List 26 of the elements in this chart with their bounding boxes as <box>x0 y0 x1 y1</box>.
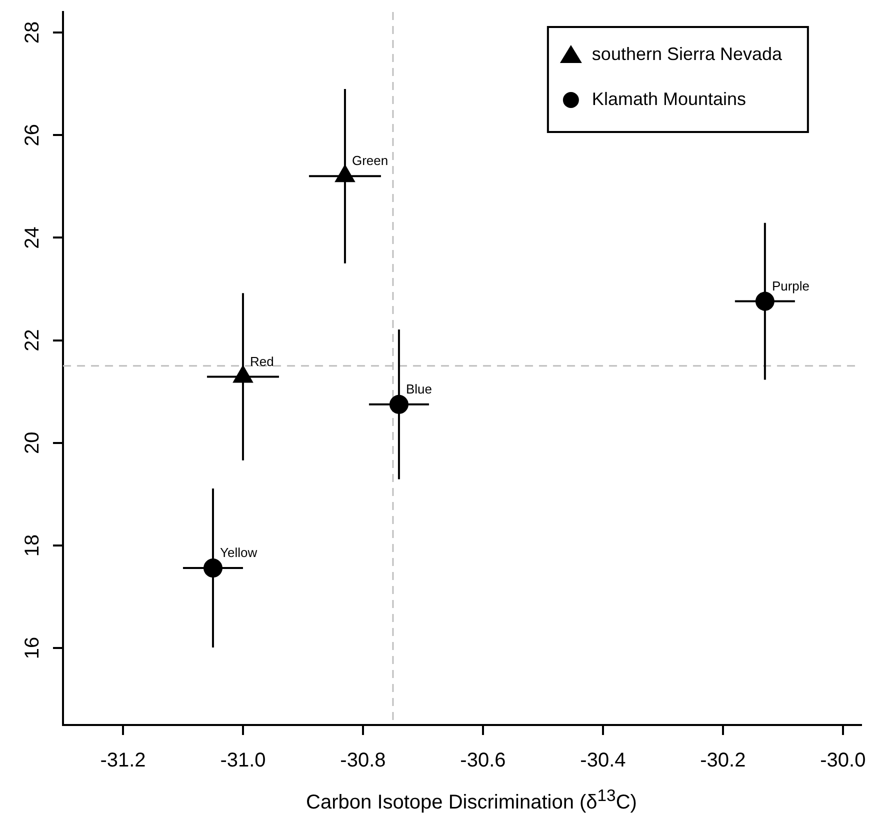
point <box>755 292 774 311</box>
x-tick-label: -30.8 <box>340 750 386 772</box>
x-tick-label: -30.0 <box>820 750 866 772</box>
y-tick-label: 16 <box>22 636 44 660</box>
x-tick-label: -30.6 <box>460 750 506 772</box>
y-tick-label: 22 <box>22 329 44 352</box>
legend-label: Klamath Mountains <box>592 88 746 109</box>
point <box>203 558 222 578</box>
annotation: Purple <box>772 278 810 294</box>
point <box>334 164 356 182</box>
annotation: Green <box>352 153 388 168</box>
annotation: Blue <box>406 381 432 396</box>
point <box>389 394 408 414</box>
y-tick-label: 20 <box>22 432 44 454</box>
x-tick-label: -31.2 <box>100 750 146 772</box>
x-tick-label: -30.2 <box>700 750 746 772</box>
x-axis-title: Carbon Isotope Discrimination (δ$^{13}$C) <box>305 786 638 815</box>
x-tick-label: -30.4 <box>580 750 626 772</box>
y-tick-label: 24 <box>22 226 44 249</box>
annotation: Red <box>250 354 274 369</box>
annotation: Yellow <box>220 545 258 560</box>
y-tick-label: 28 <box>22 21 44 44</box>
y-tick-label: 18 <box>22 534 44 557</box>
x-tick-label: -31.0 <box>220 750 266 772</box>
legend-label: southern Sierra Nevada <box>592 44 784 64</box>
y-tick-label: 26 <box>22 124 44 146</box>
